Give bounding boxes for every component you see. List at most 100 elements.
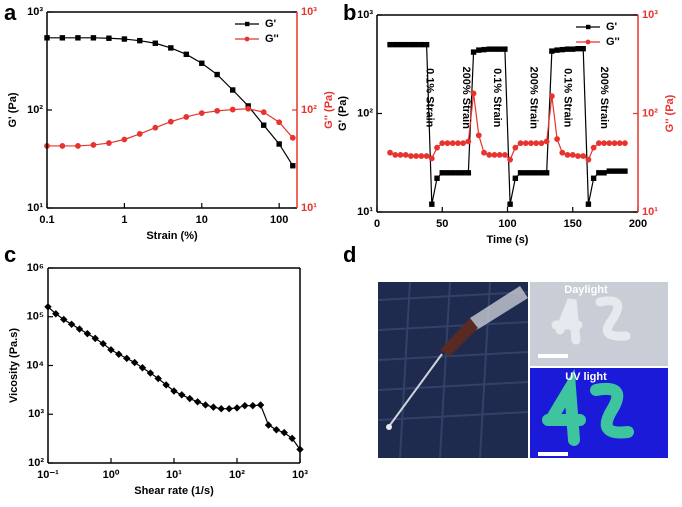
y-tick-label: 10⁶ — [27, 262, 44, 274]
marker — [121, 136, 128, 143]
marker — [91, 334, 99, 343]
marker — [115, 350, 123, 358]
marker — [507, 201, 513, 207]
marker — [616, 140, 623, 147]
x-tick-label: 10⁰ — [103, 469, 120, 481]
marker — [214, 71, 220, 78]
marker — [512, 175, 519, 181]
legend-label: G' — [265, 18, 277, 30]
marker — [52, 310, 60, 318]
marker — [460, 170, 466, 176]
marker — [413, 41, 419, 48]
series-line — [47, 306, 301, 450]
marker — [183, 51, 190, 58]
marker — [564, 151, 571, 158]
x-tick-label: 150 — [564, 218, 582, 230]
marker — [617, 168, 623, 174]
x-tick-label: 50 — [436, 218, 448, 230]
marker — [178, 391, 186, 399]
x-axis-title: Shear rate (1/s) — [134, 485, 214, 497]
marker — [590, 175, 597, 181]
marker — [75, 35, 81, 41]
marker — [548, 93, 555, 100]
marker — [533, 140, 540, 147]
marker — [475, 132, 482, 139]
y-tick-label: 10³ — [357, 9, 373, 21]
marker — [460, 140, 467, 147]
marker — [198, 110, 205, 116]
marker — [245, 105, 252, 112]
marker — [137, 37, 143, 44]
x-axis-title: Time (s) — [487, 234, 529, 246]
daylight-sample — [551, 296, 631, 345]
marker — [408, 41, 414, 48]
marker — [60, 315, 68, 324]
legend-label: G'' — [265, 33, 279, 45]
marker — [517, 140, 524, 147]
marker — [439, 170, 445, 176]
needle-drop — [386, 424, 392, 430]
marker — [554, 47, 560, 53]
legend-label: G' — [606, 21, 618, 33]
marker — [470, 49, 477, 55]
legend-marker — [586, 24, 591, 30]
marker — [606, 168, 612, 174]
marker — [569, 151, 576, 158]
y-tick-label: 10² — [28, 457, 44, 469]
x-tick-label: 10² — [229, 469, 245, 481]
legend-marker — [244, 36, 250, 42]
x-axis-title: Strain (%) — [146, 230, 198, 242]
marker — [249, 401, 257, 410]
marker — [387, 149, 393, 156]
marker — [146, 369, 155, 377]
marker — [465, 138, 472, 145]
marker — [590, 144, 597, 151]
marker — [522, 140, 529, 147]
marker — [502, 46, 508, 52]
marker — [392, 41, 398, 48]
marker — [260, 122, 267, 128]
photo-label: Daylight — [564, 284, 608, 296]
marker — [233, 404, 241, 412]
marker — [496, 151, 503, 158]
marker — [570, 46, 576, 52]
marker — [533, 170, 539, 176]
marker — [543, 138, 550, 145]
marker — [392, 151, 399, 158]
marker — [564, 46, 571, 52]
needle — [389, 353, 443, 426]
y2-tick-label: 10² — [642, 107, 658, 119]
y2-tick-label: 10¹ — [642, 206, 658, 218]
marker — [152, 40, 159, 46]
marker — [606, 140, 613, 147]
marker — [512, 144, 519, 151]
marker — [428, 155, 435, 162]
marker — [622, 140, 628, 147]
syringe-barrel — [462, 286, 528, 334]
marker — [429, 201, 435, 207]
marker — [444, 170, 451, 176]
marker — [201, 401, 210, 409]
marker — [449, 170, 456, 176]
marker — [486, 46, 492, 52]
y2-axis-title: G'' (Pa) — [664, 94, 676, 132]
y-axis-title: Vicosity (Pa.s) — [8, 328, 20, 403]
annotation: 0.1% Strain — [423, 68, 435, 128]
marker — [90, 142, 97, 148]
x-tick-label: 10 — [196, 214, 208, 226]
x-tick-label: 1 — [121, 214, 127, 226]
marker — [543, 170, 550, 176]
annotation: 0.1% Strain — [562, 68, 574, 128]
marker — [75, 325, 84, 333]
marker — [397, 151, 404, 158]
marker — [214, 107, 221, 114]
y2-tick-label: 10³ — [642, 9, 658, 21]
panel-label: c — [4, 242, 16, 267]
uv-sample — [542, 368, 634, 446]
x-tick-label: 100 — [498, 218, 516, 230]
marker — [83, 329, 92, 338]
marker — [491, 151, 498, 158]
marker — [99, 339, 107, 348]
y2-tick-label: 10² — [301, 104, 317, 116]
x-tick-label: 10⁻¹ — [37, 469, 59, 481]
